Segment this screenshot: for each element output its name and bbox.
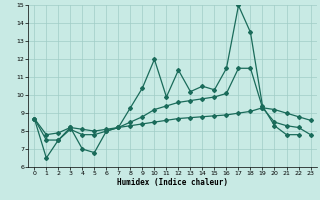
X-axis label: Humidex (Indice chaleur): Humidex (Indice chaleur) bbox=[117, 178, 228, 187]
